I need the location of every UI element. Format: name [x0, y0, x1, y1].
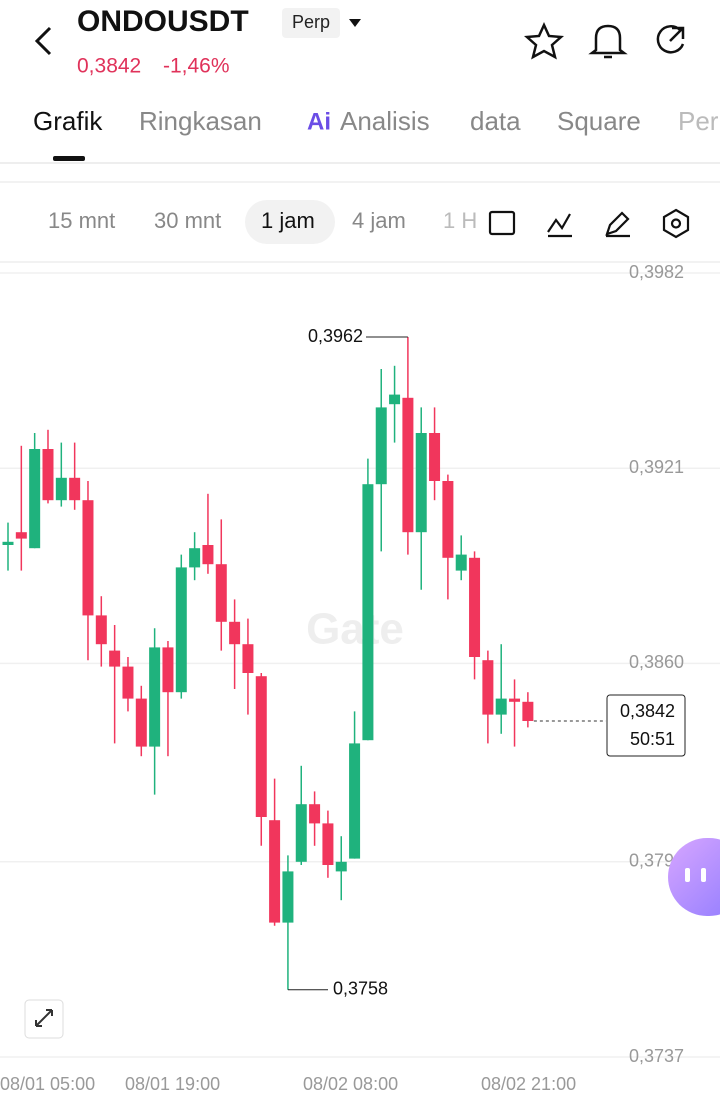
interval[interactable]: 15 mnt: [48, 208, 115, 233]
toolbar-bg: [478, 198, 528, 246]
candle-body: [135, 698, 147, 747]
candle-body: [429, 433, 441, 481]
candle-body: [389, 394, 401, 405]
candle-body: [149, 647, 161, 747]
countdown: 50:51: [630, 729, 675, 749]
candle-body: [522, 701, 534, 721]
y-tick-label: 0,3921: [629, 457, 684, 477]
candle-body: [269, 820, 281, 923]
candle-body: [349, 743, 361, 859]
share-icon[interactable]: [656, 25, 685, 54]
candlestick-chart: Gate0,39820,39210,38600,37980,373708/01 …: [0, 262, 720, 1094]
back-button[interactable]: [34, 26, 52, 56]
settings-icon[interactable]: [662, 208, 690, 239]
candle-body: [82, 500, 94, 616]
x-tick-label: 08/01 19:00: [125, 1074, 220, 1094]
candle-body: [69, 477, 81, 501]
candle-body: [15, 532, 27, 539]
interval[interactable]: 1 jam: [261, 208, 315, 233]
symbol: ONDOUSDT: [77, 5, 249, 38]
interval[interactable]: 1 H: [443, 208, 477, 233]
tab[interactable]: Ringkasan: [139, 106, 262, 136]
candle-body: [509, 698, 521, 702]
interval[interactable]: 30 mnt: [154, 208, 221, 233]
settings-icon-center: [670, 218, 682, 229]
expand-icon: [35, 1009, 53, 1027]
alert-icon[interactable]: [588, 24, 628, 59]
x-tick-label: 08/02 08:00: [303, 1074, 398, 1094]
y-tick-label: 0,3860: [629, 652, 684, 672]
candle-body: [175, 567, 187, 693]
low-label: 0,3758: [333, 979, 388, 999]
interval[interactable]: 4 jam: [352, 208, 406, 233]
candle-body: [29, 449, 41, 549]
candle-body: [495, 698, 507, 715]
candle-body: [202, 545, 214, 565]
tab[interactable]: Per: [678, 106, 719, 136]
ai-icon[interactable]: Ai: [307, 108, 331, 135]
tab[interactable]: data: [470, 106, 521, 136]
favorite-icon[interactable]: [523, 21, 565, 60]
candle-body: [189, 548, 201, 568]
indicator-icon[interactable]: [547, 213, 572, 238]
last-price-box: [606, 694, 686, 757]
candle-body: [55, 477, 67, 501]
y-tick-label: 0,3982: [629, 262, 684, 282]
tab[interactable]: Analisis: [340, 106, 430, 136]
candle-body: [229, 621, 241, 645]
candle-body: [2, 541, 14, 545]
watermark: Gate: [306, 605, 404, 654]
candle-body: [109, 650, 121, 667]
candle-body: [215, 564, 227, 622]
candle-body: [309, 804, 321, 824]
candle-body: [295, 804, 307, 862]
bubble-eye: [685, 868, 690, 882]
toolbar: [488, 208, 690, 239]
candle-body: [322, 823, 334, 865]
interval-active-bg[interactable]: [245, 200, 335, 244]
x-tick-label: 08/01 05:00: [0, 1074, 95, 1094]
x-tick-label: 08/02 21:00: [481, 1074, 576, 1094]
tab[interactable]: Square: [557, 106, 641, 136]
candle-body: [282, 871, 294, 923]
y-tick-label: 0,3737: [629, 1046, 684, 1066]
candle-body: [42, 449, 54, 501]
candle-body: [362, 484, 374, 741]
change: -1,46%: [163, 55, 230, 78]
tab-indicator: [53, 156, 85, 161]
bubble-eye: [701, 868, 706, 882]
assistant-bubble[interactable]: [668, 838, 720, 916]
last-price-label: 0,3842: [620, 701, 675, 721]
candle-body: [469, 557, 481, 657]
badge[interactable]: Perp: [292, 12, 330, 32]
fullscreen-icon[interactable]: [488, 210, 516, 236]
price: 0,3842: [77, 55, 141, 78]
candle-body: [122, 666, 134, 699]
candle-body: [442, 481, 454, 558]
tab[interactable]: Grafik: [33, 106, 103, 136]
candle-body: [255, 676, 267, 817]
candle-body: [402, 397, 414, 533]
candle-body: [455, 554, 467, 571]
draw-icon[interactable]: [605, 211, 630, 238]
candle-body: [95, 615, 107, 645]
candle-body: [415, 433, 427, 533]
candle-body: [335, 861, 347, 872]
dropdown-arrow[interactable]: [349, 19, 361, 27]
candle-body: [242, 644, 254, 673]
candle-body: [482, 660, 494, 715]
candle-body: [162, 647, 174, 693]
badge-bg[interactable]: [282, 8, 340, 38]
candle-body: [375, 407, 387, 485]
high-label: 0,3962: [308, 326, 363, 346]
